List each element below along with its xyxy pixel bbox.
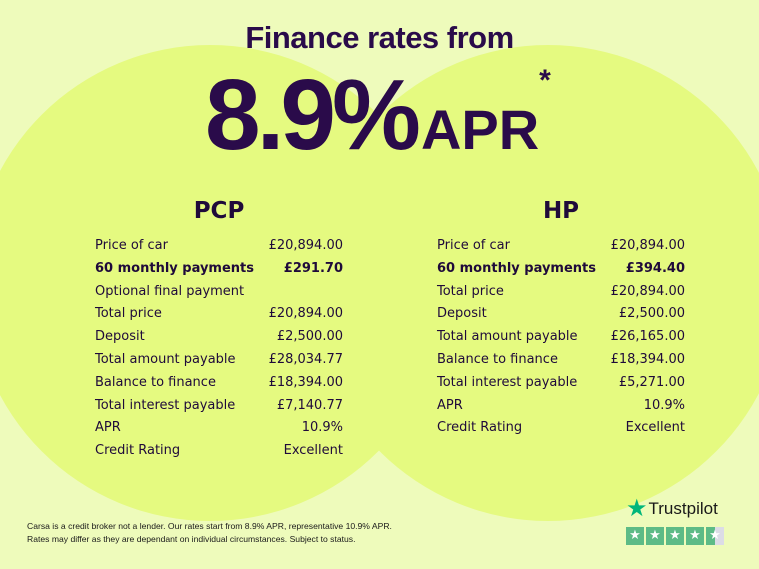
- row-value: £2,500.00: [276, 329, 343, 345]
- trustpilot-logo: ★ Trustpilot: [626, 494, 724, 523]
- row-label: Balance to finance: [95, 374, 216, 390]
- row-label: Balance to finance: [437, 351, 558, 367]
- trustpilot-rating: ★ ★ ★ ★ ★: [626, 527, 724, 545]
- table-row: Balance to finance £18,394.00: [95, 372, 343, 395]
- row-label: Deposit: [437, 306, 487, 322]
- table-row: Credit Rating Excellent: [437, 417, 685, 440]
- trustpilot-name: Trustpilot: [648, 498, 718, 518]
- star-icon: ★: [706, 527, 724, 545]
- row-value: 10.9%: [643, 397, 685, 413]
- row-value: £20,894.00: [268, 238, 343, 253]
- table-row: APR 10.9%: [95, 417, 343, 440]
- table-row: 60 monthly payments £291.70: [95, 258, 343, 281]
- star-icon: ★: [626, 527, 644, 545]
- row-value: £394.40: [625, 260, 685, 276]
- table-row: Total amount payable £26,165.00: [437, 326, 685, 349]
- row-label: APR: [437, 397, 463, 413]
- star-icon: ★: [686, 527, 704, 545]
- table-row: Price of car £20,894.00: [95, 235, 343, 258]
- disclaimer-line: Carsa is a credit broker not a lender. O…: [27, 521, 392, 531]
- table-row: Price of car £20,894.00: [437, 235, 685, 258]
- row-label: Price of car: [95, 238, 168, 253]
- row-label: Total interest payable: [437, 374, 578, 390]
- table-row: Total price £20,894.00: [437, 281, 685, 304]
- trustpilot-badge: ★ Trustpilot ★ ★ ★ ★ ★: [626, 494, 724, 545]
- table-row: Total amount payable £28,034.77: [95, 349, 343, 372]
- table-row: APR 10.9%: [437, 395, 685, 418]
- row-label: Deposit: [95, 329, 145, 345]
- row-value: £18,394.00: [610, 351, 685, 367]
- table-row: Deposit £2,500.00: [437, 303, 685, 326]
- headline: Finance rates from: [245, 20, 514, 55]
- row-label: 60 monthly payments: [437, 260, 596, 276]
- row-value: 10.9%: [301, 420, 343, 436]
- row-value: £7,140.77: [276, 397, 343, 413]
- row-label: Total price: [95, 306, 162, 322]
- row-label: Optional final payment: [95, 283, 245, 299]
- row-label: Total interest payable: [95, 397, 236, 413]
- table-row: Balance to finance £18,394.00: [437, 349, 685, 372]
- table-row: Credit Rating Excellent: [95, 440, 343, 463]
- table-row: Optional final payment: [95, 281, 343, 304]
- table-row: Deposit £2,500.00: [95, 326, 343, 349]
- row-value: Excellent: [283, 443, 343, 459]
- row-value: Excellent: [625, 420, 685, 436]
- row-label: Total price: [437, 283, 504, 299]
- row-value: £18,394.00: [268, 374, 343, 390]
- table-row: Total interest payable £5,271.00: [437, 372, 685, 395]
- row-label: Credit Rating: [437, 420, 523, 436]
- hp-heading: HP: [542, 198, 580, 224]
- table-row: Total interest payable £7,140.77: [95, 395, 343, 418]
- row-value: £28,034.77: [268, 351, 343, 367]
- star-icon: ★: [626, 495, 648, 522]
- rate-value: 8.9%: [205, 59, 421, 171]
- asterisk: *: [539, 64, 551, 97]
- row-label: Total amount payable: [437, 329, 578, 345]
- row-value: £26,165.00: [610, 329, 685, 345]
- row-value: £20,894.00: [610, 283, 685, 299]
- table-row: 60 monthly payments £394.40: [437, 258, 685, 281]
- row-value: £2,500.00: [618, 306, 685, 322]
- row-label: Credit Rating: [95, 443, 181, 459]
- pcp-table: PCP Price of car £20,894.00 60 monthly pay…: [95, 198, 343, 463]
- row-label: Price of car: [437, 238, 510, 253]
- row-label: Total amount payable: [95, 351, 236, 367]
- row-value: £5,271.00: [618, 374, 685, 390]
- row-value: £20,894.00: [610, 238, 685, 253]
- row-label: 60 monthly payments: [95, 260, 254, 276]
- row-label: APR: [95, 420, 121, 436]
- star-icon: ★: [666, 527, 684, 545]
- table-row: Total price £20,894.00: [95, 303, 343, 326]
- disclaimer-line: Rates may differ as they are dependant o…: [27, 534, 356, 544]
- headline-rate: 8.9%APR*: [205, 58, 551, 173]
- pcp-heading: PCP: [193, 198, 245, 224]
- background-circle-right: [310, 45, 759, 521]
- row-value: £291.70: [283, 260, 343, 276]
- apr-label: APR: [420, 98, 540, 161]
- hp-table: HP Price of car £20,894.00 60 monthly paym…: [437, 198, 685, 440]
- disclaimer: Carsa is a credit broker not a lender. O…: [27, 520, 392, 546]
- row-value: £20,894.00: [268, 306, 343, 322]
- star-icon: ★: [646, 527, 664, 545]
